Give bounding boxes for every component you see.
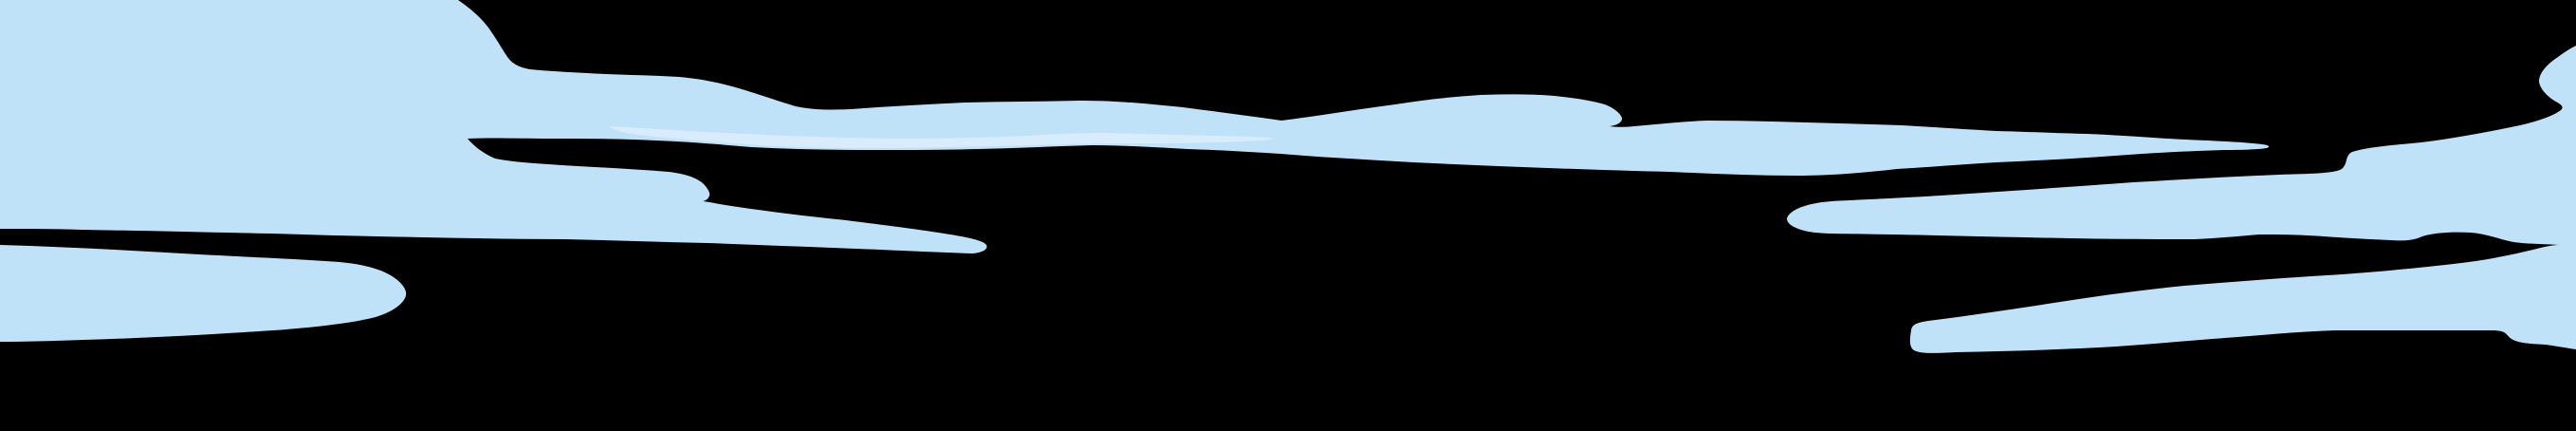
lower-left-cloud-tongue — [0, 245, 407, 342]
cloud-band-highlight-streak — [609, 126, 1274, 148]
left-cloud-mass — [0, 0, 2270, 253]
right-cloud-mass — [1787, 46, 2576, 353]
